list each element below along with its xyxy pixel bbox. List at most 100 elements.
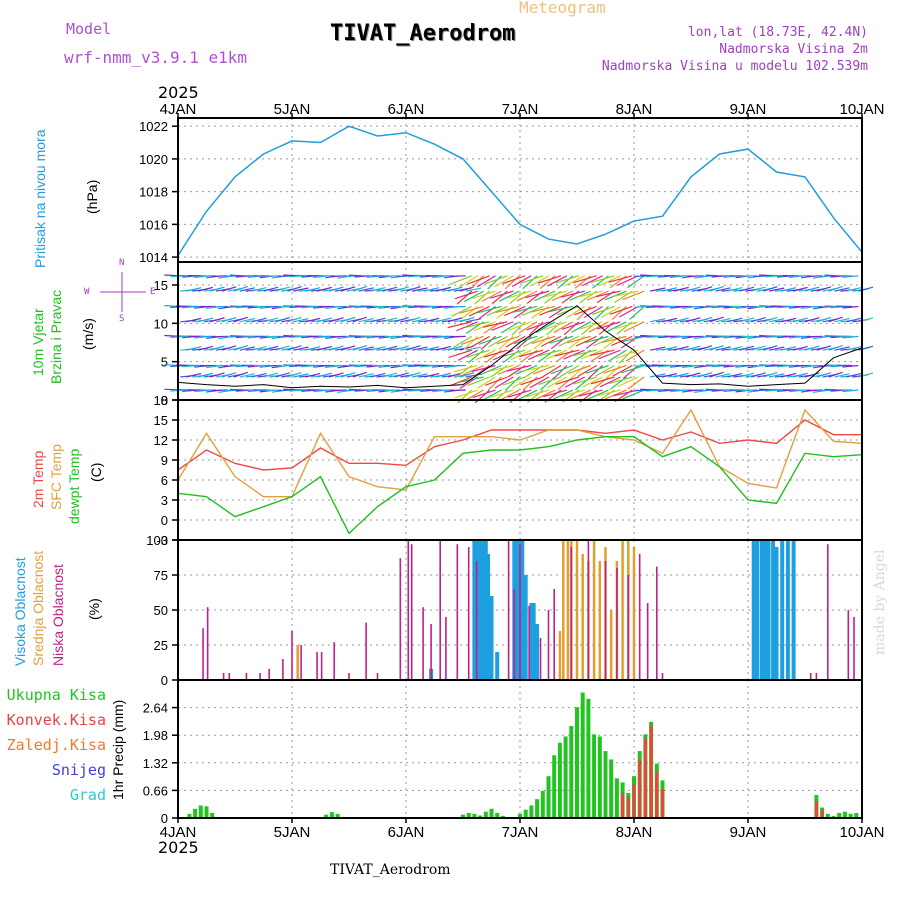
wind-barb	[697, 316, 713, 323]
mid-cloud-bar	[632, 547, 636, 680]
wind-barb	[494, 275, 514, 288]
wind-barb	[709, 316, 724, 323]
wind-barb	[715, 373, 731, 378]
wind-barb	[480, 364, 502, 376]
wind-barb	[520, 275, 544, 284]
low-cloud-bar	[222, 673, 225, 680]
x-axis-label-top: 4JAN	[160, 101, 197, 118]
wind-barb	[621, 364, 645, 374]
wind-barb	[560, 389, 585, 397]
wind-barb	[352, 344, 367, 351]
wind-barb	[499, 290, 520, 302]
wind-barb	[449, 364, 466, 367]
wind-barb	[792, 317, 808, 323]
convective-precip-bar	[814, 801, 818, 818]
wind-barb	[673, 345, 689, 351]
wind-barb	[503, 305, 526, 317]
wind-barb	[611, 306, 627, 320]
wind-barb	[599, 275, 621, 286]
wind-barb	[828, 316, 843, 323]
high-cloud-bar	[785, 540, 790, 680]
total-precip-bar	[592, 734, 597, 818]
wind-barb	[524, 364, 550, 372]
wind-barb	[828, 344, 843, 351]
low-cloud-bar	[456, 544, 459, 680]
wind-barb	[816, 372, 832, 378]
x-axis-label-bottom: 10JAN	[839, 824, 884, 841]
low-cloud-bar	[646, 603, 649, 680]
wind-barb	[806, 335, 823, 338]
wind-barb	[609, 305, 633, 315]
total-precip-bar	[575, 707, 579, 818]
wind-barb	[525, 290, 550, 299]
low-cloud-bar	[539, 638, 542, 680]
wind-barb	[453, 335, 473, 348]
legend-freezing: Zaledj.Kisa	[6, 736, 106, 754]
low-cloud-bar	[365, 622, 367, 680]
wind-barb	[568, 364, 591, 375]
wind-barb	[603, 364, 627, 374]
wind-barb	[834, 287, 850, 292]
low-cloud-bar	[376, 673, 379, 680]
high-cloud-bar	[514, 540, 519, 680]
wind-barb	[330, 305, 347, 308]
wind-barb	[661, 317, 678, 323]
wind-barb	[521, 305, 544, 316]
wind-barb	[472, 389, 496, 399]
y-tick-label: 1022	[139, 119, 168, 134]
x-axis-label-bottom: 5JAN	[274, 824, 311, 841]
panel-frame	[177, 399, 863, 541]
wind-barb	[412, 287, 428, 292]
wind-barb	[370, 372, 386, 378]
wind-barb	[661, 346, 678, 351]
wind-barb	[531, 335, 556, 345]
wind-barb	[186, 317, 202, 323]
wind-barb	[251, 345, 267, 351]
wind-barb	[394, 317, 409, 323]
wind-barb	[673, 372, 689, 378]
wind-barb	[846, 286, 862, 292]
wind-barb	[459, 305, 484, 314]
low-cloud-bar	[519, 544, 521, 680]
low-cloud-bar	[228, 673, 231, 680]
wind-barb	[617, 275, 639, 286]
y-tick-label: 1014	[139, 250, 168, 265]
wind-barb	[613, 290, 639, 298]
low-cloud-bar	[316, 652, 318, 680]
wind-barb	[506, 364, 532, 372]
wind-barb	[538, 376, 562, 386]
wind-barb	[650, 346, 666, 351]
y-tick-label: 12	[154, 433, 168, 448]
wind-barb	[673, 286, 689, 292]
wind-barb	[762, 286, 778, 292]
convective-precip-bar	[655, 772, 659, 818]
wind-barb	[470, 335, 490, 348]
wind-barb	[762, 345, 778, 351]
low-cloud-bar	[475, 561, 478, 680]
low-cloud-bar	[348, 673, 350, 680]
legend-total-rain: Ukupna Kisa	[6, 686, 106, 704]
wind-barb	[424, 287, 440, 292]
wind-barb	[211, 275, 228, 277]
low-cloud-bar	[815, 673, 818, 680]
wind-barb	[792, 345, 808, 351]
model-elevation-text: Nadmorska Visina u modelu 102.539m	[601, 59, 868, 74]
wind-barb	[534, 290, 556, 302]
low-cloud-bar	[399, 558, 402, 680]
wind-barb	[553, 365, 568, 380]
total-precip-bar	[529, 805, 534, 818]
wind-barb	[287, 345, 302, 351]
page-title: TIVAT_Aerodrom	[330, 21, 516, 46]
wind-barb	[412, 318, 428, 323]
wind-barb	[239, 287, 255, 292]
wind-barb	[543, 389, 568, 398]
wind-barb	[551, 290, 574, 302]
wind-barb	[751, 286, 766, 292]
wind-barb	[251, 317, 267, 323]
wind-barb	[564, 376, 586, 388]
wind-barb	[424, 317, 440, 323]
wind-barb	[465, 346, 482, 351]
wind-barb	[599, 376, 621, 388]
wind-barb	[287, 316, 302, 323]
wind-barb	[614, 321, 639, 330]
